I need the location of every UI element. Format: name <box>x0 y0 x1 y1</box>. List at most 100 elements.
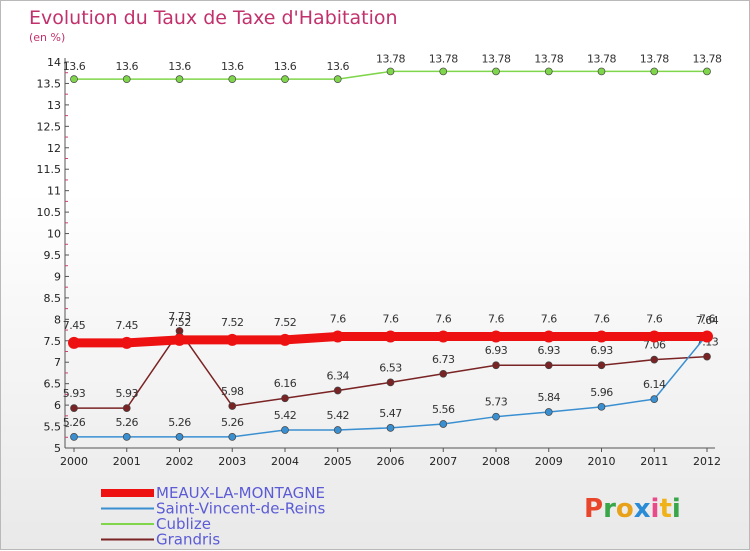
data-point <box>597 67 606 76</box>
series-grandris: 5.93 5.93 7.73 5.98 6.16 6.34 6.53 6.73 6.93 6.93… <box>63 310 719 412</box>
data-point <box>228 432 237 441</box>
x-tick-label: 2006 <box>377 455 405 468</box>
logo-letter: t <box>659 494 671 524</box>
x-tick-label: 2005 <box>324 455 352 468</box>
data-label: 13.6 <box>274 60 297 73</box>
data-label: 5.26 <box>116 416 139 429</box>
data-point <box>122 75 131 84</box>
logo-letter: o <box>616 494 634 524</box>
data-point <box>281 75 289 84</box>
logo-letter: r <box>603 494 616 524</box>
y-tick-label: 9.5 <box>44 249 62 262</box>
data-label: 6.16 <box>274 377 297 390</box>
y-tick-label: 11.5 <box>37 163 62 176</box>
data-point <box>228 402 237 410</box>
data-point <box>279 333 291 346</box>
data-label: 13.78 <box>429 52 458 65</box>
data-point <box>544 361 553 370</box>
data-point <box>70 75 78 84</box>
data-label: 7.64 <box>696 314 719 327</box>
x-tick-label: 2008 <box>482 455 510 468</box>
legend-label: Saint-Vincent-de-Reins <box>156 500 325 518</box>
data-label: 5.73 <box>485 396 508 409</box>
y-tick-label: 5 <box>54 442 61 455</box>
data-label: 5.42 <box>274 409 297 422</box>
y-tick-label: 12 <box>47 142 61 155</box>
x-tick-label: 2004 <box>271 455 299 468</box>
data-point <box>439 369 448 378</box>
data-label: 13.6 <box>221 60 244 73</box>
data-point <box>386 378 395 387</box>
y-tick-label: 6.5 <box>44 378 62 391</box>
data-label: 13.78 <box>534 52 563 65</box>
axes: 55.566.577.588.599.51010.51111.51212.513… <box>37 56 722 468</box>
data-point <box>544 408 553 416</box>
data-label: 13.78 <box>587 52 616 65</box>
legend: MEAUX-LA-MONTAGNESaint-Vincent-de-ReinsC… <box>101 484 325 549</box>
data-label: 13.6 <box>116 60 139 73</box>
data-point <box>703 67 711 76</box>
data-point <box>542 330 555 343</box>
chart-title: Evolution du Taux de Taxe d'Habitation <box>29 7 398 29</box>
data-label: 5.93 <box>116 387 139 400</box>
data-point <box>68 336 80 349</box>
data-label: 6.93 <box>590 344 613 357</box>
data-label: 13.6 <box>168 60 191 73</box>
data-point <box>122 432 131 441</box>
y-tick-label: 10.5 <box>37 206 62 219</box>
data-point <box>333 386 342 395</box>
data-label: 13.6 <box>327 60 350 73</box>
data-label: 7.6 <box>594 312 610 325</box>
x-tick-label: 2009 <box>535 455 563 468</box>
data-label: 5.47 <box>379 407 402 420</box>
data-point <box>175 432 184 441</box>
data-label: 13.78 <box>376 52 405 65</box>
data-label: 5.42 <box>327 409 350 422</box>
y-tick-label: 8 <box>54 313 61 326</box>
data-label: 13.78 <box>482 52 511 65</box>
data-label: 7.52 <box>221 316 244 329</box>
data-point <box>175 75 184 84</box>
y-tick-label: 5.5 <box>44 421 62 434</box>
data-label: 7.6 <box>435 312 451 325</box>
x-tick-label: 2012 <box>693 455 721 468</box>
data-point <box>439 67 448 76</box>
data-point <box>331 330 344 343</box>
logo-text: Proxiti <box>584 494 681 524</box>
data-point <box>492 67 500 76</box>
data-label: 5.26 <box>63 416 86 429</box>
data-label: 13.78 <box>640 52 669 65</box>
data-point <box>650 67 659 76</box>
data-point <box>122 404 131 412</box>
data-point <box>333 426 342 434</box>
data-point <box>333 75 342 84</box>
data-label: 7.45 <box>63 319 86 332</box>
data-label: 5.98 <box>221 385 244 398</box>
data-label: 6.73 <box>432 353 455 366</box>
data-point <box>70 404 78 412</box>
x-tick-label: 2003 <box>218 455 246 468</box>
data-label: 7.6 <box>488 312 504 325</box>
data-point <box>386 67 395 76</box>
data-label: 5.26 <box>168 416 191 429</box>
data-label: 7.52 <box>274 316 297 329</box>
data-label: 7.6 <box>541 312 557 325</box>
data-point <box>386 423 395 432</box>
x-tick-label: 2000 <box>60 455 88 468</box>
data-point <box>173 333 186 346</box>
y-tick-label: 8.5 <box>44 292 62 305</box>
data-point <box>597 402 606 411</box>
legend-label: Cublize <box>156 515 211 533</box>
data-label: 7.45 <box>116 319 139 332</box>
y-tick-label: 7 <box>54 356 61 369</box>
y-tick-label: 14 <box>47 56 61 69</box>
data-point <box>437 330 450 343</box>
series-cublize: 13.6 13.6 13.6 13.6 13.6 13.6 13.78 13.78 13.78 1… <box>63 52 722 84</box>
data-label: 7.6 <box>383 312 399 325</box>
data-point <box>492 412 500 421</box>
data-label: 5.56 <box>432 403 455 416</box>
data-point <box>703 352 711 361</box>
legend-label: Grandris <box>156 531 220 549</box>
unit-label: (en %) <box>29 31 65 44</box>
